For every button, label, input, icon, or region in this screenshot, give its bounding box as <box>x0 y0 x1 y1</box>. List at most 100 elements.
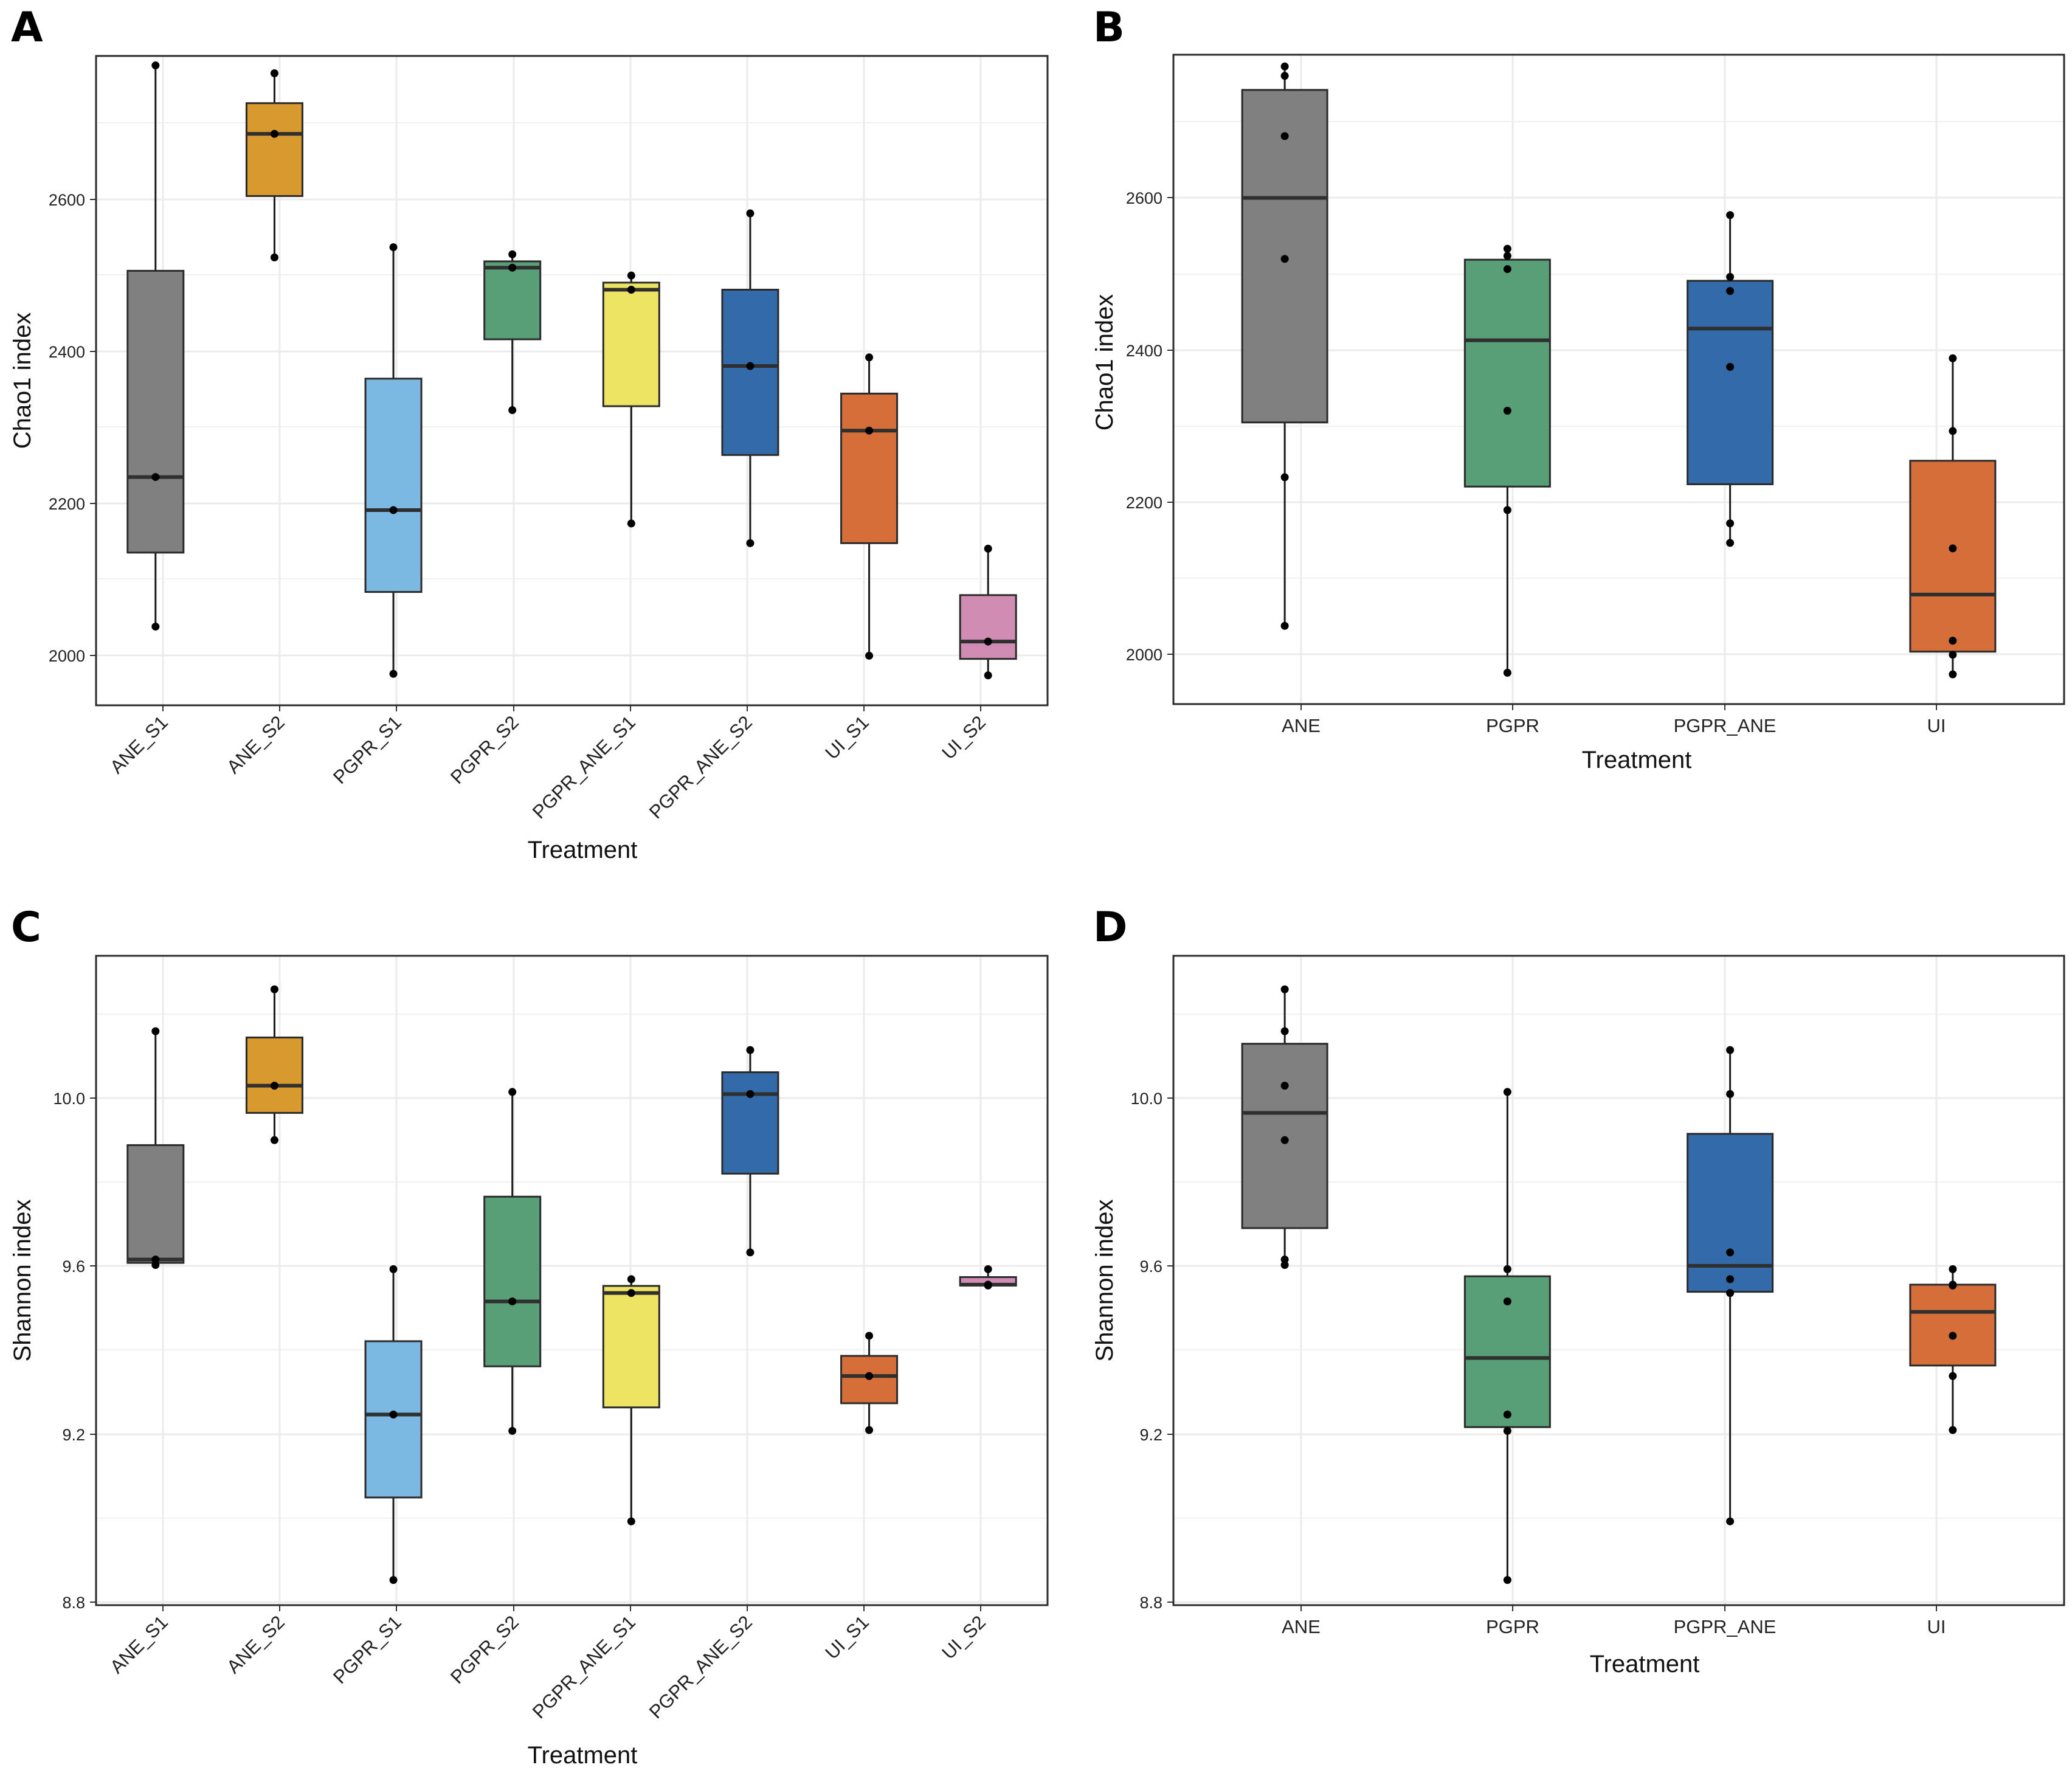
box-group <box>364 243 423 678</box>
box <box>1687 1133 1774 1293</box>
data-point <box>984 1280 992 1289</box>
data-point <box>746 362 755 370</box>
box-group <box>1463 244 1551 677</box>
data-point <box>1503 244 1511 253</box>
panel-c-y-ticks: 8.8 9.2 9.6 10.0 <box>53 1090 96 1612</box>
y-tick-label: 9.6 <box>62 1257 85 1276</box>
panel-c-x-ticks: ANE_S1 ANE_S2 PGPR_S1 PGPR_S2 PGPR_ANE_S… <box>106 1605 990 1722</box>
y-tick-label: 9.2 <box>62 1426 85 1444</box>
box <box>721 288 779 456</box>
box <box>126 1144 185 1264</box>
data-point <box>746 539 755 547</box>
panel-letter-b: B <box>1093 4 1125 52</box>
panel-a-x-ticks: ANE_S1 ANE_S2 PGPR_S1 PGPR_S2 PGPR_ANE_S… <box>106 705 990 823</box>
x-tick-label: PGPR_S2 <box>446 711 523 788</box>
panel-a-boxes <box>126 61 1017 680</box>
data-point <box>1726 1289 1735 1297</box>
data-point <box>1503 506 1511 514</box>
x-tick-label: UI <box>1927 1616 1946 1637</box>
box-group <box>602 1275 660 1525</box>
x-tick-label: ANE_S2 <box>223 711 289 778</box>
y-axis-title: Shannon index <box>9 1200 36 1362</box>
data-point <box>1949 1265 1957 1273</box>
data-point <box>1949 427 1957 435</box>
y-axis-title: Shannon index <box>1091 1200 1118 1362</box>
x-tick-label: PGPR_ANE <box>1674 1616 1777 1637</box>
data-point <box>508 1088 517 1096</box>
box-group <box>1241 62 1328 630</box>
x-tick-label: UI_S1 <box>821 711 873 764</box>
data-point <box>984 544 992 553</box>
x-tick-label: PGPR <box>1486 715 1539 736</box>
data-point <box>389 1576 398 1584</box>
data-point <box>389 669 398 678</box>
box-group <box>364 1265 423 1584</box>
panel-c-gridlines <box>96 956 1048 1605</box>
y-tick-label: 9.2 <box>1139 1426 1162 1444</box>
box <box>959 594 1017 660</box>
box <box>602 282 660 407</box>
box <box>1463 258 1551 488</box>
data-point <box>1949 637 1957 645</box>
panel-d-border <box>1172 955 2065 1606</box>
data-point <box>270 253 278 261</box>
data-point <box>746 209 755 218</box>
x-axis-title: Treatment <box>1582 747 1692 773</box>
panel-c-border <box>95 955 1049 1606</box>
box-group <box>483 1088 542 1435</box>
box-group <box>721 1046 779 1257</box>
data-point <box>1280 1027 1289 1035</box>
box-group <box>1909 354 1997 679</box>
box-group <box>840 1332 899 1434</box>
data-point <box>151 61 160 70</box>
data-point <box>1503 1088 1511 1096</box>
data-point <box>1503 1426 1511 1435</box>
x-tick-label: PGPR <box>1486 1616 1539 1637</box>
data-point <box>865 353 874 362</box>
data-point <box>1280 1082 1289 1090</box>
y-tick-label: 2400 <box>49 343 85 361</box>
box <box>840 392 899 544</box>
y-tick-label: 9.6 <box>1139 1257 1162 1276</box>
x-axis-title: Treatment <box>528 837 638 863</box>
panel-c-boxes <box>126 985 1017 1584</box>
data-point <box>1726 519 1735 528</box>
data-point <box>1280 62 1289 71</box>
x-tick-label: PGPR_ANE_S2 <box>645 1611 756 1722</box>
data-point <box>508 250 517 258</box>
box-group <box>1463 1088 1551 1584</box>
data-point <box>270 130 278 138</box>
panel-b-x-ticks: ANE PGPR PGPR_ANE UI <box>1282 704 1946 736</box>
data-point <box>865 1332 874 1340</box>
x-tick-label: ANE <box>1282 715 1321 736</box>
box-group <box>721 209 779 547</box>
data-point <box>270 69 278 77</box>
box <box>364 378 423 593</box>
x-axis-title: Treatment <box>1590 1651 1700 1678</box>
x-tick-label: PGPR_ANE <box>1674 715 1777 736</box>
box-group <box>602 271 660 528</box>
data-point <box>1726 1090 1735 1098</box>
box-group <box>245 69 303 261</box>
y-tick-label: 2200 <box>1126 494 1162 512</box>
data-point <box>1949 670 1957 679</box>
box-group <box>1241 985 1328 1270</box>
box-group <box>126 61 185 631</box>
data-point <box>151 1256 160 1264</box>
data-point <box>984 1265 992 1273</box>
y-tick-label: 8.8 <box>62 1594 85 1612</box>
box-group <box>483 250 542 415</box>
x-tick-label: PGPR_S1 <box>329 711 406 788</box>
data-point <box>1503 1410 1511 1418</box>
y-tick-label: 2600 <box>1126 189 1162 207</box>
data-point <box>1503 1576 1511 1584</box>
box <box>1687 280 1774 485</box>
panel-d-x-ticks: ANE PGPR PGPR_ANE UI <box>1282 1605 1946 1637</box>
data-point <box>508 406 517 415</box>
box <box>1241 1043 1328 1229</box>
data-point <box>1280 1261 1289 1270</box>
data-point <box>627 519 635 528</box>
x-tick-label: UI_S2 <box>938 711 990 764</box>
box-group <box>959 544 1017 680</box>
x-tick-label: ANE <box>1282 1616 1321 1637</box>
